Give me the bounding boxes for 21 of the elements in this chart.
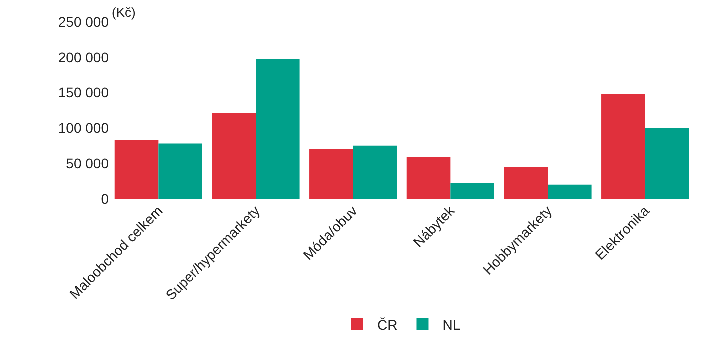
bar xyxy=(353,146,398,199)
bar xyxy=(256,60,300,199)
bar xyxy=(310,149,354,199)
bar xyxy=(212,113,256,199)
bar xyxy=(406,157,451,199)
bar xyxy=(450,183,494,199)
y-tick-label: 0 xyxy=(101,190,110,207)
legend-label: NL xyxy=(442,316,461,333)
y-tick-label: 150 000 xyxy=(58,84,110,101)
legend-label: ČR xyxy=(378,316,398,333)
bar xyxy=(645,128,690,199)
bar xyxy=(504,167,548,199)
y-axis-title: (Kč) xyxy=(112,5,136,20)
bar xyxy=(114,140,159,199)
y-tick-label: 100 000 xyxy=(58,120,110,136)
y-tick-label: 50 000 xyxy=(66,156,110,172)
bar xyxy=(602,94,646,199)
y-tick-label: 200 000 xyxy=(58,49,110,66)
bar xyxy=(548,184,592,199)
bar xyxy=(158,144,202,199)
y-tick-label: 250 000 xyxy=(58,14,110,30)
